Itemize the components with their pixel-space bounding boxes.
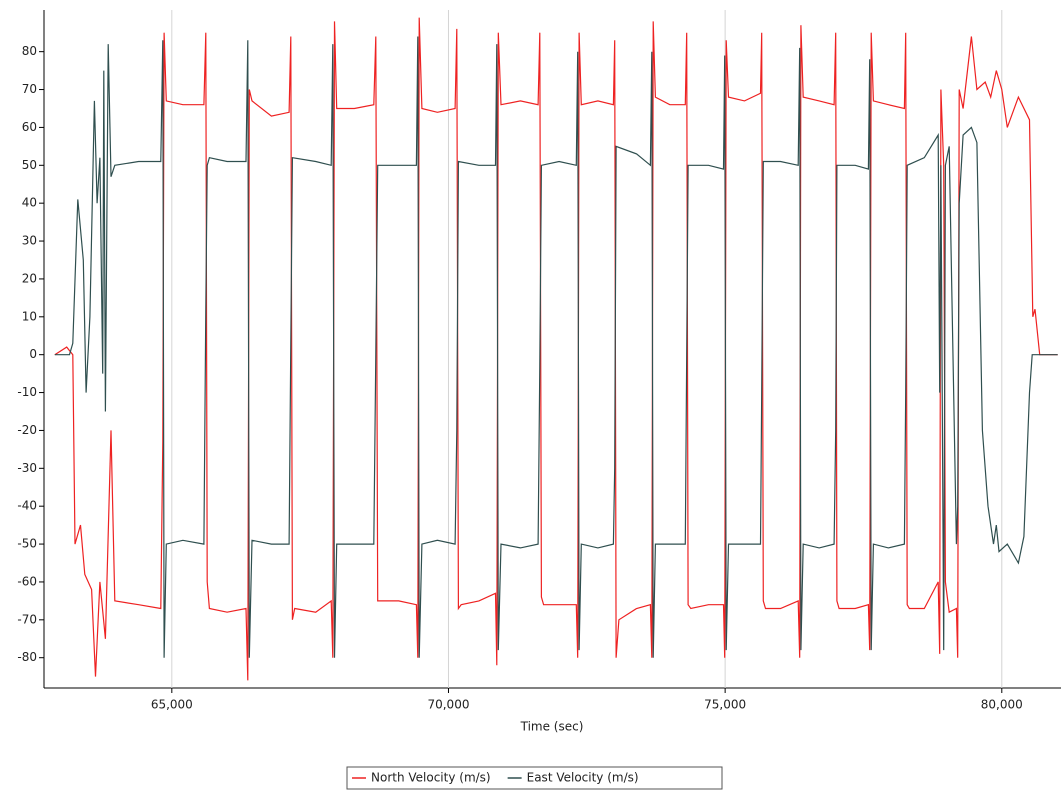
x-tick-label: 65,000 bbox=[151, 698, 193, 712]
x-axis-label: Time (sec) bbox=[520, 720, 584, 734]
y-tick-label: 80 bbox=[22, 44, 37, 58]
y-tick-label: -30 bbox=[17, 461, 37, 475]
y-tick-label: -10 bbox=[17, 385, 37, 399]
legend-box bbox=[346, 766, 723, 790]
y-tick-label: 20 bbox=[22, 271, 37, 285]
y-tick-label: 0 bbox=[29, 347, 37, 361]
y-tick-label: 40 bbox=[22, 196, 37, 210]
y-tick-label: 30 bbox=[22, 234, 37, 248]
y-tick-label: -20 bbox=[17, 423, 37, 437]
x-tick-label: 75,000 bbox=[704, 698, 746, 712]
y-tick-label: -40 bbox=[17, 499, 37, 513]
legend-label: East Velocity (m/s) bbox=[527, 771, 639, 785]
legend-label: North Velocity (m/s) bbox=[371, 771, 491, 785]
y-tick-label: 50 bbox=[22, 158, 37, 172]
y-tick-label: -80 bbox=[17, 650, 37, 664]
y-tick-label: 10 bbox=[22, 309, 37, 323]
y-tick-label: -50 bbox=[17, 537, 37, 551]
y-tick-label: -60 bbox=[17, 574, 37, 588]
series-line bbox=[54, 17, 1058, 681]
y-tick-label: 70 bbox=[22, 82, 37, 96]
y-tick-label: -70 bbox=[17, 612, 37, 626]
x-tick-label: 70,000 bbox=[427, 698, 469, 712]
y-tick-label: 60 bbox=[22, 120, 37, 134]
series-line bbox=[54, 36, 1058, 658]
x-tick-label: 80,000 bbox=[981, 698, 1023, 712]
